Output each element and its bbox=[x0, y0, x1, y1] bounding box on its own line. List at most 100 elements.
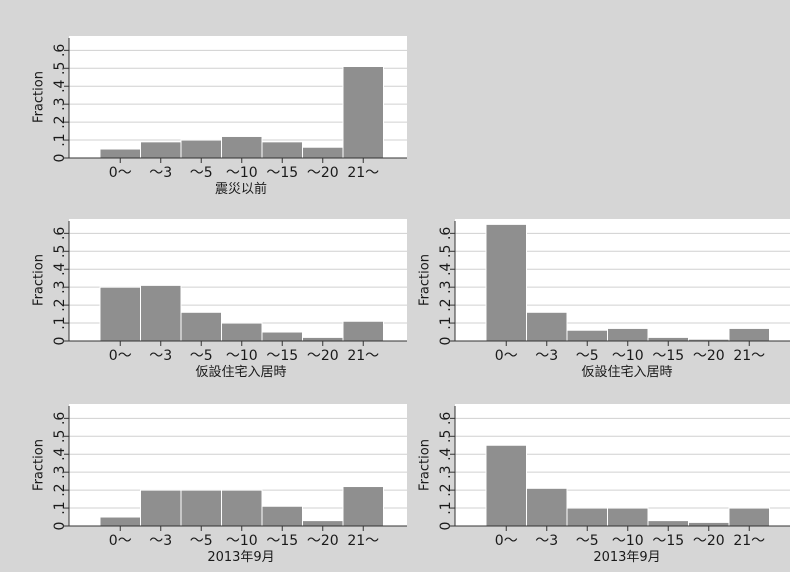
y-axis-label: Fraction bbox=[32, 439, 47, 491]
bar-0 bbox=[485, 223, 527, 342]
y-tick-label: .6 bbox=[52, 412, 68, 425]
x-tick-label: ～20 bbox=[693, 533, 725, 549]
y-tick-label: .1 bbox=[438, 501, 454, 514]
bar-1 bbox=[140, 141, 182, 159]
x-tick-label: 0～ bbox=[109, 165, 132, 181]
bar-6 bbox=[342, 320, 384, 342]
y-axis-label: Fraction bbox=[418, 254, 433, 306]
x-tick-label: ～10 bbox=[226, 533, 258, 549]
y-tick-label: .3 bbox=[52, 97, 68, 110]
x-tick-label: ～20 bbox=[307, 533, 339, 549]
bar-3 bbox=[607, 327, 649, 342]
y-tick-label: .2 bbox=[438, 298, 454, 311]
x-tick-label: ～20 bbox=[307, 348, 339, 364]
x-tick-label: 21～ bbox=[733, 348, 765, 364]
x-tick-label: ～3 bbox=[535, 348, 558, 364]
y-tick-label: 0 bbox=[52, 337, 68, 346]
x-tick-label: ～10 bbox=[612, 348, 644, 364]
y-tick-label: .3 bbox=[52, 465, 68, 478]
y-tick-label: .2 bbox=[438, 483, 454, 496]
x-tick-label: ～5 bbox=[190, 165, 213, 181]
x-axis-label: 震災以前 bbox=[215, 181, 267, 197]
x-tick-label: ～20 bbox=[693, 348, 725, 364]
y-tick-label: .3 bbox=[438, 465, 454, 478]
x-tick-label: ～15 bbox=[266, 533, 298, 549]
bar-3 bbox=[221, 322, 263, 342]
bar-1 bbox=[526, 487, 568, 527]
y-tick-label: .5 bbox=[438, 430, 454, 443]
bar-0 bbox=[99, 148, 141, 159]
x-tick-label: ～10 bbox=[612, 533, 644, 549]
bar-3 bbox=[607, 507, 649, 527]
x-tick-label: ～3 bbox=[149, 165, 172, 181]
chart-panel-inside-move-in: 仮設住宅内0.1.2.3.4.5.6Fraction0～～3～5～10～15～2… bbox=[32, 219, 407, 380]
x-axis-label: 仮設住宅入居時 bbox=[581, 364, 672, 380]
x-tick-label: ～3 bbox=[535, 533, 558, 549]
bar-4 bbox=[261, 141, 303, 159]
y-tick-label: .4 bbox=[52, 79, 68, 92]
x-tick-label: ～5 bbox=[576, 533, 599, 549]
y-tick-label: .4 bbox=[52, 447, 68, 460]
x-tick-label: ～10 bbox=[226, 165, 258, 181]
chart-panel-before: 0 .1 .2 .3 .4 .5 .6 Fraction 0～ ～3 ～5 ～10 ～15 ～20 21～ 震… bbox=[32, 36, 407, 197]
y-tick-label: .1 bbox=[52, 133, 68, 146]
y-tick-label: .4 bbox=[438, 262, 454, 275]
x-tick-label: ～5 bbox=[190, 533, 213, 549]
y-axis-label: Fraction bbox=[418, 439, 433, 491]
bar-5 bbox=[688, 521, 730, 527]
y-tick-label: .1 bbox=[438, 316, 454, 329]
x-tick-label: ～10 bbox=[226, 348, 258, 364]
bar-3 bbox=[221, 135, 263, 159]
y-tick-label: .5 bbox=[52, 245, 68, 258]
y-tick-label: .3 bbox=[52, 280, 68, 293]
y-tick-label: .1 bbox=[52, 316, 68, 329]
y-tick-label: .2 bbox=[52, 115, 68, 128]
bar-4 bbox=[647, 520, 689, 527]
x-tick-label: ～15 bbox=[266, 165, 298, 181]
x-tick-label: ～5 bbox=[190, 348, 213, 364]
y-tick-label: .6 bbox=[438, 227, 454, 240]
bar-6 bbox=[342, 486, 384, 527]
y-tick-label: .5 bbox=[438, 245, 454, 258]
y-tick-label: .2 bbox=[52, 483, 68, 496]
x-tick-label: 21～ bbox=[347, 533, 379, 549]
bar-1 bbox=[140, 284, 182, 342]
y-axis-label: Fraction bbox=[32, 71, 47, 123]
bar-4 bbox=[647, 336, 689, 342]
y-tick-label: .2 bbox=[52, 298, 68, 311]
y-tick-label: 0 bbox=[438, 522, 454, 531]
y-tick-label: .1 bbox=[52, 501, 68, 514]
x-tick-label: ～15 bbox=[652, 348, 684, 364]
bar-2 bbox=[180, 311, 222, 342]
x-tick-label: ～20 bbox=[307, 165, 339, 181]
y-tick-label: .6 bbox=[52, 227, 68, 240]
bar-6 bbox=[342, 66, 384, 159]
bar-3 bbox=[221, 489, 263, 527]
y-tick-label: .6 bbox=[52, 44, 68, 57]
bar-2 bbox=[566, 329, 608, 342]
x-tick-label: 21～ bbox=[347, 165, 379, 181]
bar-5 bbox=[302, 146, 344, 159]
x-tick-label: 0～ bbox=[495, 348, 518, 364]
bar-2 bbox=[180, 139, 222, 159]
y-axis-label: Fraction bbox=[32, 254, 47, 306]
bar-6 bbox=[728, 507, 770, 527]
bar-1 bbox=[140, 489, 182, 527]
y-tick-label: 0 bbox=[52, 154, 68, 163]
x-axis-label: 2013年9月 bbox=[593, 550, 660, 565]
bar-5 bbox=[302, 336, 344, 342]
x-tick-label: ～5 bbox=[576, 348, 599, 364]
y-tick-label: .5 bbox=[52, 430, 68, 443]
bar-2 bbox=[566, 507, 608, 527]
x-axis-label: 2013年9月 bbox=[207, 550, 274, 565]
chart-panel-outside-2013: 0 .1 .2 .3 .4 .5 .6 Fraction 0～ ～3 ～5 ～10 ～15 ～20 21～ 2… bbox=[418, 404, 790, 565]
bar-6 bbox=[728, 327, 770, 342]
bar-0 bbox=[99, 516, 141, 527]
y-tick-label: .6 bbox=[438, 412, 454, 425]
x-tick-label: 21～ bbox=[733, 533, 765, 549]
x-tick-label: ～3 bbox=[149, 348, 172, 364]
x-axis-label: 仮設住宅入居時 bbox=[195, 364, 286, 380]
x-tick-label: ～15 bbox=[266, 348, 298, 364]
bar-2 bbox=[180, 489, 222, 527]
